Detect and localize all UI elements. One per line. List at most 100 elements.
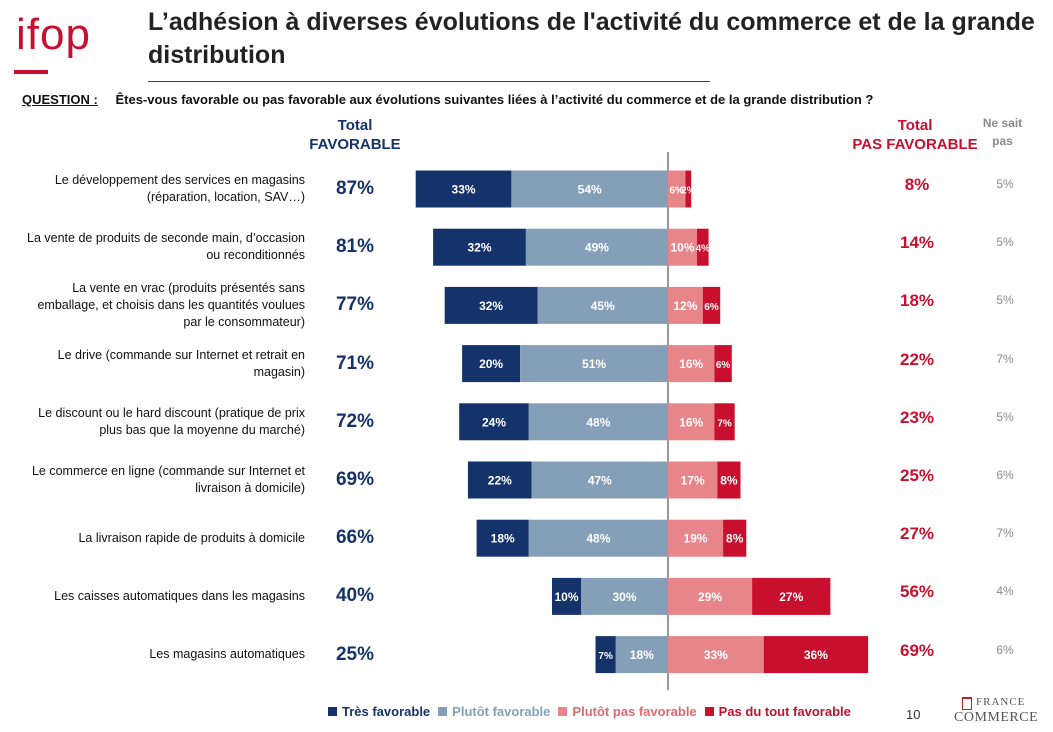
header-total-favorable: Total FAVORABLE: [300, 116, 410, 154]
bar-label-tres-favorable-0: 33%: [452, 183, 476, 197]
ne-sait-pas-value: 7%: [996, 526, 1014, 541]
category-label: Les magasins automatiques: [0, 646, 305, 663]
total-favorable-value: 81%: [335, 236, 375, 258]
category-label: Le drive (commande sur Internet et retra…: [0, 347, 305, 381]
legend-item-plutot-pas-favorable: Plutôt pas favorable: [558, 704, 697, 719]
total-favorable-value: 72%: [335, 410, 375, 432]
total-pas-favorable-value: 14%: [899, 233, 935, 253]
legend-item-pas-du-tout-favorable: Pas du tout favorable: [704, 704, 851, 719]
france-commerce-logo: FRANCE COMMERCE: [950, 696, 1045, 728]
header-ne-sait-pas-line2: pas: [992, 134, 1013, 148]
bar-label-plutot-favorable-6: 48%: [586, 532, 610, 546]
bar-tres-favorable-7: [552, 577, 581, 615]
bar-plutot-pas-favorable-8: [668, 636, 764, 674]
header-total-pas-favorable-line1: Total: [897, 117, 933, 134]
legend-label-pas-du-tout-favorable: Pas du tout favorable: [718, 704, 851, 719]
bar-plutot-pas-favorable-1: [668, 228, 697, 266]
legend-item-plutot-favorable: Plutôt favorable: [438, 704, 550, 719]
bar-label-plutot-pas-favorable-7: 29%: [698, 590, 722, 604]
ne-sait-pas-value: 6%: [996, 468, 1014, 482]
header-ne-sait-pas: Ne sait pas: [975, 114, 1030, 150]
bar-pas-du-tout-favorable-7: [752, 577, 831, 615]
category-label-line: (réparation, location, SAV…): [146, 190, 305, 204]
logo-text: ifop: [16, 10, 91, 59]
bar-label-tres-favorable-7: 10%: [554, 590, 578, 604]
total-favorable-value: 71%: [335, 352, 375, 374]
total-favorable-value: 40%: [335, 585, 375, 607]
bar-label-plutot-favorable-5: 47%: [588, 474, 612, 488]
bar-tres-favorable-2: [444, 286, 538, 324]
page-title: L’adhésion à diverses évolutions de l'ac…: [148, 8, 1035, 69]
bar-tres-favorable-4: [459, 403, 529, 441]
category-label: La livraison rapide de produits à domici…: [0, 530, 305, 547]
bar-pas-du-tout-favorable-5: [717, 461, 741, 499]
bar-label-tres-favorable-4: 24%: [482, 415, 506, 429]
bar-label-plutot-favorable-8: 18%: [630, 648, 654, 662]
category-label-line: emballage, et choisis dans les quantités…: [37, 297, 305, 312]
bar-label-tres-favorable-5: 22%: [488, 474, 512, 488]
legend-swatch-tres-favorable: [328, 707, 337, 716]
title-divider: [148, 81, 710, 82]
bar-plutot-favorable-7: [581, 577, 668, 615]
category-label: Le développement des services en magasin…: [0, 172, 305, 206]
ne-sait-pas-value: 6%: [996, 642, 1014, 657]
total-pas-favorable-value: 8%: [904, 175, 930, 194]
category-label-line: Les magasins automatiques: [149, 647, 305, 662]
total-favorable-value: 77%: [335, 294, 375, 316]
ne-sait-pas-value: 5%: [996, 235, 1014, 250]
bar-pas-du-tout-favorable-0: [685, 170, 692, 208]
legend-label-tres-favorable: Très favorable: [342, 704, 431, 719]
legend-swatch-plutot-favorable: [438, 707, 448, 716]
bar-plutot-pas-favorable-0: [668, 170, 686, 208]
bar-plutot-favorable-1: [525, 228, 668, 266]
legend-swatch-pas-du-tout-favorable: [704, 707, 714, 716]
category-label-line: Les caisses automatiques dans les magasi…: [54, 588, 305, 603]
bar-pas-du-tout-favorable-1: [697, 228, 709, 266]
category-label-line: La livraison rapide de produits à domici…: [78, 530, 305, 545]
bar-label-tres-favorable-1: 32%: [467, 241, 491, 255]
bar-label-plutot-pas-favorable-3: 16%: [679, 357, 703, 371]
total-pas-favorable-value: 69%: [899, 640, 935, 660]
bar-label-plutot-favorable-4: 48%: [586, 415, 610, 429]
total-favorable-value: 25%: [335, 643, 375, 665]
bar-plutot-favorable-4: [528, 403, 668, 441]
category-label-line: Le développement des services en magasin…: [54, 173, 305, 187]
category-label-line: plus bas que la moyenne du marché): [99, 422, 305, 437]
bar-label-pas-du-tout-favorable-4: 7%: [717, 418, 732, 429]
bar-tres-favorable-8: [595, 636, 616, 674]
question-text: Êtes-vous favorable ou pas favorable aux…: [115, 92, 874, 107]
bar-plutot-pas-favorable-3: [668, 345, 715, 383]
bar-label-pas-du-tout-favorable-0: 2%: [681, 186, 696, 197]
bar-plutot-favorable-5: [531, 461, 668, 499]
bar-tres-favorable-0: [415, 170, 512, 208]
brand-top-text: FRANCE: [976, 696, 1026, 708]
total-favorable-value: 87%: [335, 178, 375, 199]
bar-pas-du-tout-favorable-6: [723, 519, 747, 557]
legend-label-plutot-favorable: Plutôt favorable: [452, 704, 551, 719]
bar-label-tres-favorable-3: 20%: [479, 357, 503, 371]
category-label-line: livraison à domicile): [195, 481, 305, 495]
bar-label-plutot-pas-favorable-8: 33%: [704, 648, 728, 662]
bar-plutot-pas-favorable-7: [668, 577, 753, 615]
ne-sait-pas-value: 5%: [996, 293, 1014, 308]
ne-sait-pas-value: 5%: [996, 177, 1014, 191]
bar-plutot-favorable-6: [528, 519, 668, 557]
bar-tres-favorable-1: [433, 228, 526, 266]
category-label-line: Le discount ou le hard discount (pratiqu…: [38, 405, 305, 420]
category-label: Le commerce en ligne (commande sur Inter…: [0, 463, 305, 497]
bar-tres-favorable-3: [462, 345, 521, 383]
legend-item-tres-favorable: Très favorable: [328, 704, 430, 719]
page-number: 10: [906, 707, 921, 722]
legend-label-plutot-pas-favorable: Plutôt pas favorable: [572, 704, 697, 719]
total-pas-favorable-value: 56%: [899, 582, 935, 602]
bar-label-plutot-favorable-2: 45%: [591, 299, 615, 313]
header-total-favorable-line2: FAVORABLE: [309, 136, 401, 153]
category-label-line: par le consommateur): [183, 314, 305, 329]
bar-plutot-favorable-3: [520, 345, 668, 383]
bar-pas-du-tout-favorable-2: [702, 286, 721, 324]
bar-pas-du-tout-favorable-4: [714, 403, 735, 441]
bar-label-pas-du-tout-favorable-1: 4%: [696, 244, 711, 255]
category-label: La vente de produits de seconde main, d’…: [0, 230, 305, 264]
total-pas-favorable-value: 18%: [899, 291, 935, 311]
bar-label-pas-du-tout-favorable-3: 6%: [716, 360, 731, 371]
